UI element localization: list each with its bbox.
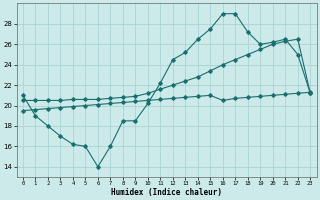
X-axis label: Humidex (Indice chaleur): Humidex (Indice chaleur) [111,188,222,197]
